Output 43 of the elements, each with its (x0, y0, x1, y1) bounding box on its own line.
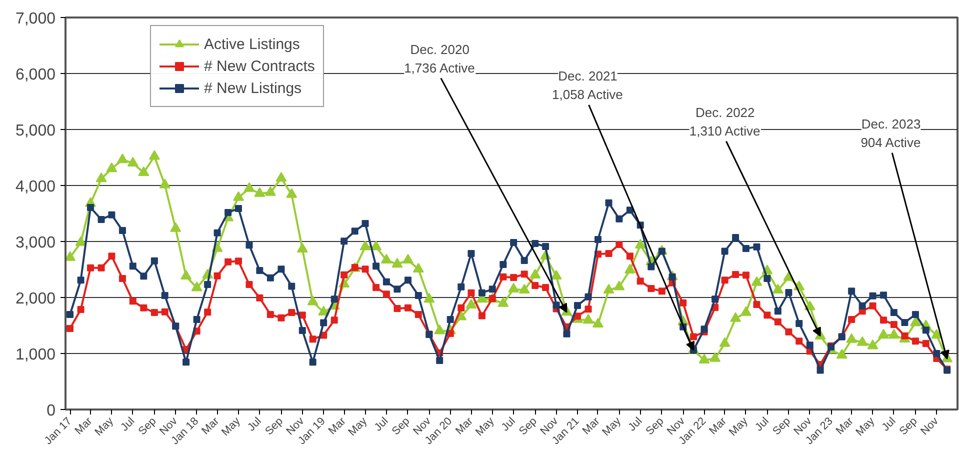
x-tick-label: Sep (263, 415, 286, 438)
x-tick-label: Mar (326, 415, 349, 438)
annotation: Dec. 2021 1,058 Active (552, 68, 623, 102)
x-tick-label: May (854, 414, 878, 438)
x-tick-label: Mar (834, 415, 856, 438)
annotation: Dec. 2022 1,310 Active (689, 104, 760, 138)
x-tick-label: May (346, 414, 370, 438)
x-tick-label: Jul (626, 415, 645, 434)
legend-label: # New Listings (204, 78, 302, 98)
y-tick-label: 1,000 (15, 346, 56, 364)
y-tick-label: 6,000 (15, 66, 56, 84)
y-tick-label: 4,000 (15, 178, 56, 196)
x-tick-label: Mar (72, 415, 95, 438)
x-tick-label: Jul (752, 415, 772, 434)
y-tick-label: 2,000 (15, 290, 56, 308)
x-tick-label: Sep (897, 415, 920, 438)
x-tick-label: Sep (770, 415, 793, 438)
x-tick-label: May (473, 414, 497, 438)
legend-label: Active Listings (204, 34, 300, 54)
x-tick-label: May (92, 414, 116, 438)
x-tick-label: May (727, 414, 751, 438)
x-tick-label: Jul (245, 415, 264, 434)
y-tick-label: 5,000 (15, 122, 56, 140)
x-tick-label: Mar (580, 415, 602, 438)
x-tick-label: Sep (644, 415, 666, 438)
y-tick-label: 3,000 (15, 234, 56, 252)
x-tick-label: Sep (390, 415, 412, 438)
x-tick-label: Jul (880, 415, 898, 434)
x-tick-label: Jul (118, 415, 138, 434)
x-tick-label: Jul (499, 415, 518, 434)
x-tick-label: Mar (707, 415, 730, 438)
x-tick-label: Sep (136, 415, 159, 438)
legend-label: # New Contracts (204, 56, 315, 76)
x-tick-label: May (600, 414, 624, 438)
x-tick-label: Nov (918, 414, 942, 438)
x-tick-label: Sep (517, 415, 540, 438)
x-tick-label: Jul (372, 415, 391, 434)
annotation: Dec. 2020 1,736 Active (404, 42, 475, 76)
x-tick-label: Mar (200, 415, 222, 438)
y-tick-label: 7,000 (15, 10, 56, 28)
x-tick-label: May (220, 414, 244, 438)
x-tick-label: Mar (454, 415, 476, 438)
annotation: Dec. 2023 904 Active (860, 116, 921, 150)
